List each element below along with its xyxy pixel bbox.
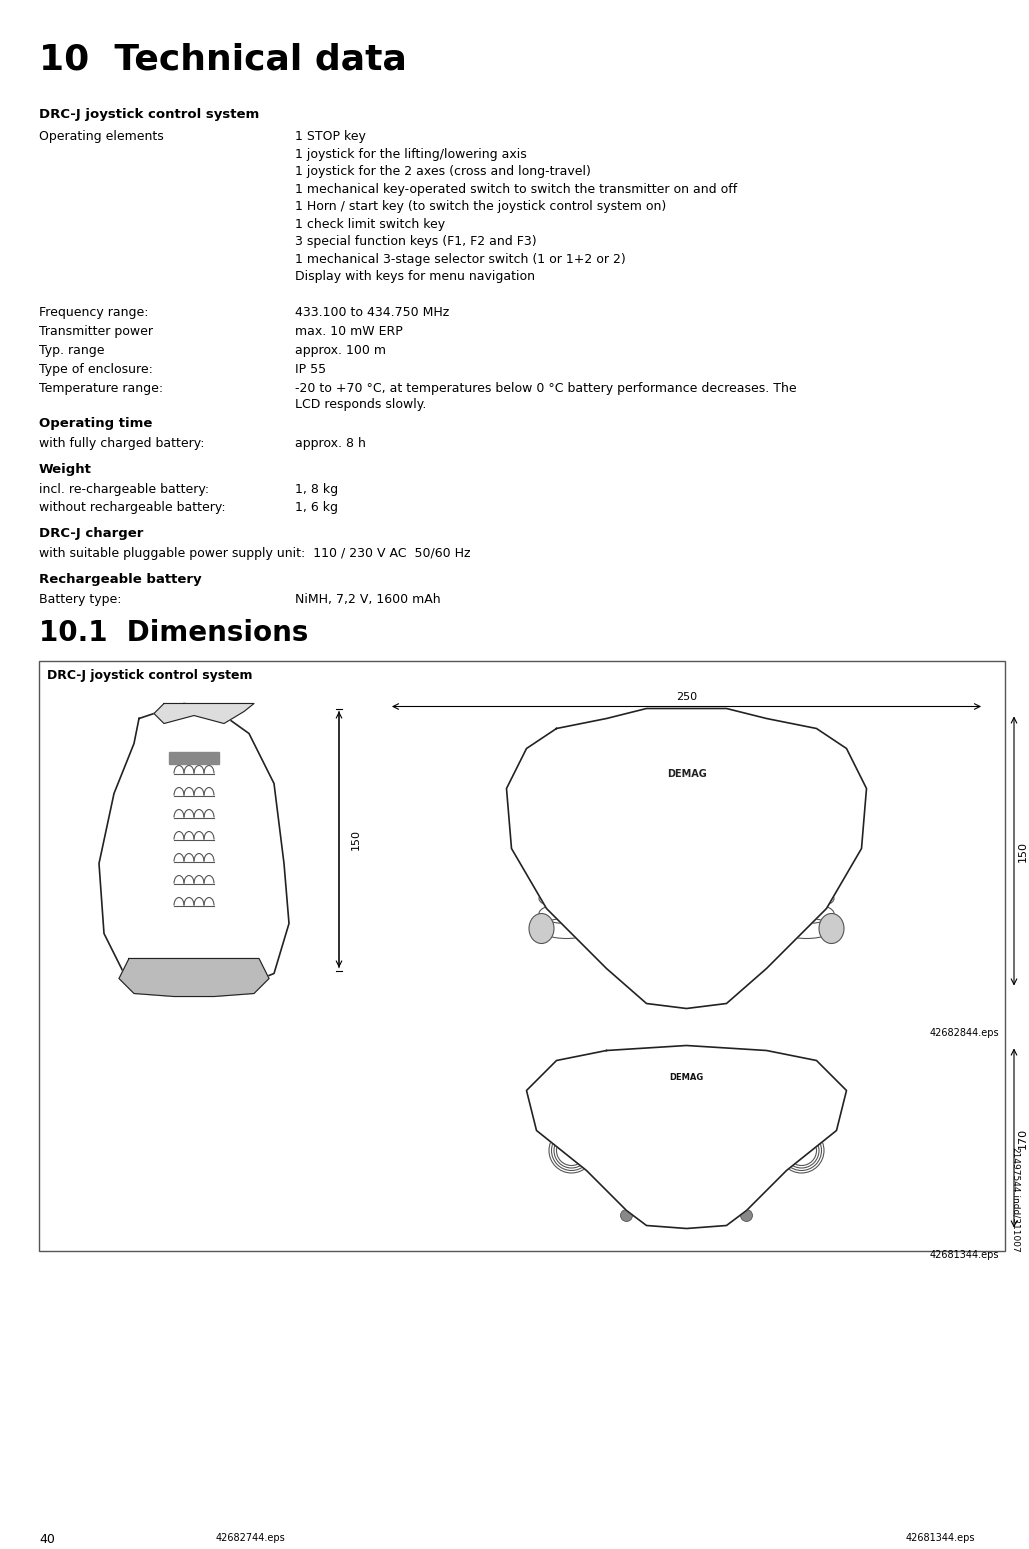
- Bar: [646, 821, 674, 833]
- Text: DRC-J joystick control system: DRC-J joystick control system: [47, 669, 252, 682]
- Text: NiMH, 7,2 V, 1600 mAh: NiMH, 7,2 V, 1600 mAh: [295, 593, 440, 606]
- Text: Weight: Weight: [39, 463, 92, 476]
- Text: 10  Technical data: 10 Technical data: [39, 42, 406, 76]
- Text: 21497544.indd/311007: 21497544.indd/311007: [1010, 1148, 1020, 1253]
- Polygon shape: [506, 708, 866, 1008]
- Text: Typ. range: Typ. range: [39, 344, 105, 356]
- Bar: [627, 759, 746, 889]
- Bar: [686, 1115, 711, 1126]
- Bar: [686, 801, 714, 813]
- Ellipse shape: [529, 914, 554, 943]
- Text: 170: 170: [1018, 1128, 1028, 1148]
- Bar: [641, 1188, 664, 1205]
- Text: 150: 150: [1018, 841, 1028, 861]
- Text: 1 mechanical 3-stage selector switch (1 or 1+2 or 2): 1 mechanical 3-stage selector switch (1 …: [295, 252, 626, 265]
- Text: 1 check limit switch key: 1 check limit switch key: [295, 217, 446, 231]
- Text: 150: 150: [351, 829, 361, 850]
- Bar: [672, 1188, 694, 1205]
- Bar: [632, 1066, 742, 1156]
- Bar: [374, 688, 999, 1013]
- Bar: [684, 1081, 719, 1090]
- Bar: [39, 660, 1005, 1250]
- Bar: [646, 801, 674, 813]
- Bar: [651, 1115, 676, 1126]
- Bar: [169, 751, 219, 764]
- Text: Transmitter power: Transmitter power: [39, 324, 153, 338]
- Polygon shape: [119, 959, 269, 996]
- Bar: [54, 688, 334, 999]
- Text: Type of enclosure:: Type of enclosure:: [39, 362, 153, 375]
- Bar: [639, 1098, 674, 1108]
- Bar: [704, 782, 732, 793]
- Text: LCD responds slowly.: LCD responds slowly.: [295, 398, 426, 410]
- Text: Display with keys for menu navigation: Display with keys for menu navigation: [295, 270, 535, 283]
- Text: 1, 8 kg: 1, 8 kg: [295, 482, 339, 496]
- Text: 42682744.eps: 42682744.eps: [215, 1534, 285, 1543]
- Text: 40: 40: [39, 1534, 55, 1546]
- Ellipse shape: [701, 1210, 712, 1222]
- Text: 42681344.eps: 42681344.eps: [906, 1534, 975, 1543]
- Polygon shape: [154, 703, 254, 723]
- Bar: [632, 782, 660, 793]
- Text: DEMAG: DEMAG: [667, 768, 706, 779]
- Bar: [637, 1081, 672, 1090]
- Ellipse shape: [672, 894, 702, 912]
- Text: DRC-J joystick control system: DRC-J joystick control system: [39, 108, 259, 121]
- Bar: [374, 1041, 999, 1236]
- Text: with fully charged battery:: with fully charged battery:: [39, 437, 205, 449]
- Text: DEMAG: DEMAG: [670, 1073, 704, 1083]
- Ellipse shape: [661, 1210, 673, 1222]
- Polygon shape: [527, 1046, 847, 1228]
- Text: approx. 8 h: approx. 8 h: [295, 437, 366, 449]
- Text: with suitable pluggable power supply unit:  110 / 230 V AC  50/60 Hz: with suitable pluggable power supply uni…: [39, 547, 470, 559]
- Ellipse shape: [703, 1182, 720, 1199]
- Text: approx. 100 m: approx. 100 m: [295, 344, 386, 356]
- Text: Rechargeable battery: Rechargeable battery: [39, 573, 202, 586]
- Text: Battery type:: Battery type:: [39, 593, 121, 606]
- Text: without rechargeable battery:: without rechargeable battery:: [39, 500, 225, 514]
- Text: 250: 250: [676, 691, 697, 702]
- Text: 1 STOP key: 1 STOP key: [295, 130, 366, 143]
- Text: Frequency range:: Frequency range:: [39, 305, 148, 319]
- Text: Temperature range:: Temperature range:: [39, 381, 164, 395]
- Polygon shape: [99, 703, 289, 993]
- Text: max. 10 mW ERP: max. 10 mW ERP: [295, 324, 402, 338]
- Bar: [668, 782, 696, 793]
- Text: IP 55: IP 55: [295, 362, 326, 375]
- Text: 10.1  Dimensions: 10.1 Dimensions: [39, 618, 309, 646]
- Text: incl. re-chargeable battery:: incl. re-chargeable battery:: [39, 482, 209, 496]
- Text: 1, 6 kg: 1, 6 kg: [295, 500, 338, 514]
- Bar: [686, 821, 714, 833]
- Text: DRC-J charger: DRC-J charger: [39, 527, 143, 539]
- Ellipse shape: [741, 1210, 752, 1222]
- Text: 1 Horn / start key (to switch the joystick control system on): 1 Horn / start key (to switch the joysti…: [295, 200, 666, 214]
- Text: -20 to +70 °C, at temperatures below 0 °C battery performance decreases. The: -20 to +70 °C, at temperatures below 0 °…: [295, 381, 796, 395]
- Ellipse shape: [652, 1182, 671, 1199]
- Text: 1 joystick for the lifting/lowering axis: 1 joystick for the lifting/lowering axis: [295, 147, 527, 161]
- Ellipse shape: [620, 1210, 633, 1222]
- Text: 3 special function keys (F1, F2 and F3): 3 special function keys (F1, F2 and F3): [295, 235, 537, 248]
- Bar: [687, 1098, 722, 1108]
- Text: 433.100 to 434.750 MHz: 433.100 to 434.750 MHz: [295, 305, 450, 319]
- Text: 42682844.eps: 42682844.eps: [929, 1029, 999, 1038]
- Ellipse shape: [819, 914, 844, 943]
- Bar: [702, 1188, 723, 1205]
- Text: 1 joystick for the 2 axes (cross and long-travel): 1 joystick for the 2 axes (cross and lon…: [295, 166, 591, 178]
- Text: Operating elements: Operating elements: [39, 130, 164, 143]
- Text: 42681344.eps: 42681344.eps: [929, 1250, 999, 1261]
- Text: Operating time: Operating time: [39, 417, 152, 429]
- Text: 1 mechanical key-operated switch to switch the transmitter on and off: 1 mechanical key-operated switch to swit…: [295, 183, 737, 195]
